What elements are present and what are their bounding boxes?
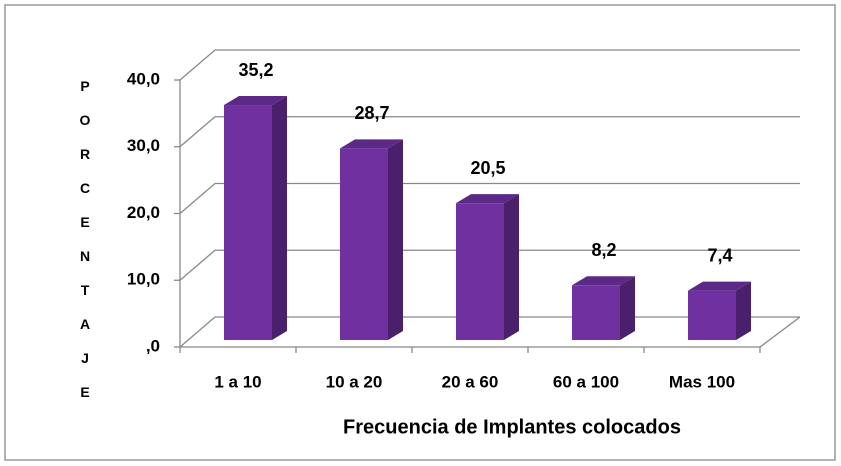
data-label: 20,5 <box>470 158 505 178</box>
bar <box>456 203 504 340</box>
grid-line <box>179 116 800 148</box>
x-tick-label: 1 a 10 <box>214 372 261 391</box>
bar-side <box>736 281 751 340</box>
data-label: 35,2 <box>238 60 273 80</box>
x-tick-label: 10 a 20 <box>326 372 383 391</box>
y-tick-label: 20,0 <box>127 203 160 222</box>
bar-side <box>620 276 635 340</box>
x-tick-label: 60 a 100 <box>553 372 619 391</box>
bar-top <box>224 96 287 106</box>
bar-side <box>272 96 287 340</box>
x-tick-label: Mas 100 <box>669 372 735 391</box>
data-label: 28,7 <box>354 103 389 123</box>
bar-top <box>688 281 751 291</box>
bar <box>688 290 736 340</box>
grid-line <box>179 182 800 214</box>
x-axis-label: Frecuencia de Implantes colocados <box>343 416 681 438</box>
grid-line <box>179 49 800 81</box>
bar <box>340 148 388 340</box>
bar <box>224 105 272 340</box>
grid-line <box>179 249 800 281</box>
bar-side <box>504 194 519 340</box>
y-tick-label: ,0 <box>146 336 160 355</box>
y-tick-label: 40,0 <box>127 69 160 88</box>
bar-top <box>456 194 519 204</box>
data-label: 8,2 <box>591 240 616 260</box>
chart-frame <box>4 4 836 461</box>
bar-top <box>572 276 635 286</box>
bar <box>572 285 620 340</box>
x-tick-label: 20 a 60 <box>442 372 499 391</box>
bar-top <box>340 139 403 149</box>
floor-edge <box>759 316 801 348</box>
y-tick-label: 30,0 <box>127 136 160 155</box>
data-label: 7,4 <box>707 245 732 265</box>
y-tick-label: 10,0 <box>127 270 160 289</box>
bar-side <box>388 139 403 340</box>
